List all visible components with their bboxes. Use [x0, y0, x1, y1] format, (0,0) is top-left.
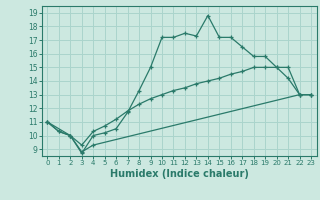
X-axis label: Humidex (Indice chaleur): Humidex (Indice chaleur)	[110, 169, 249, 179]
